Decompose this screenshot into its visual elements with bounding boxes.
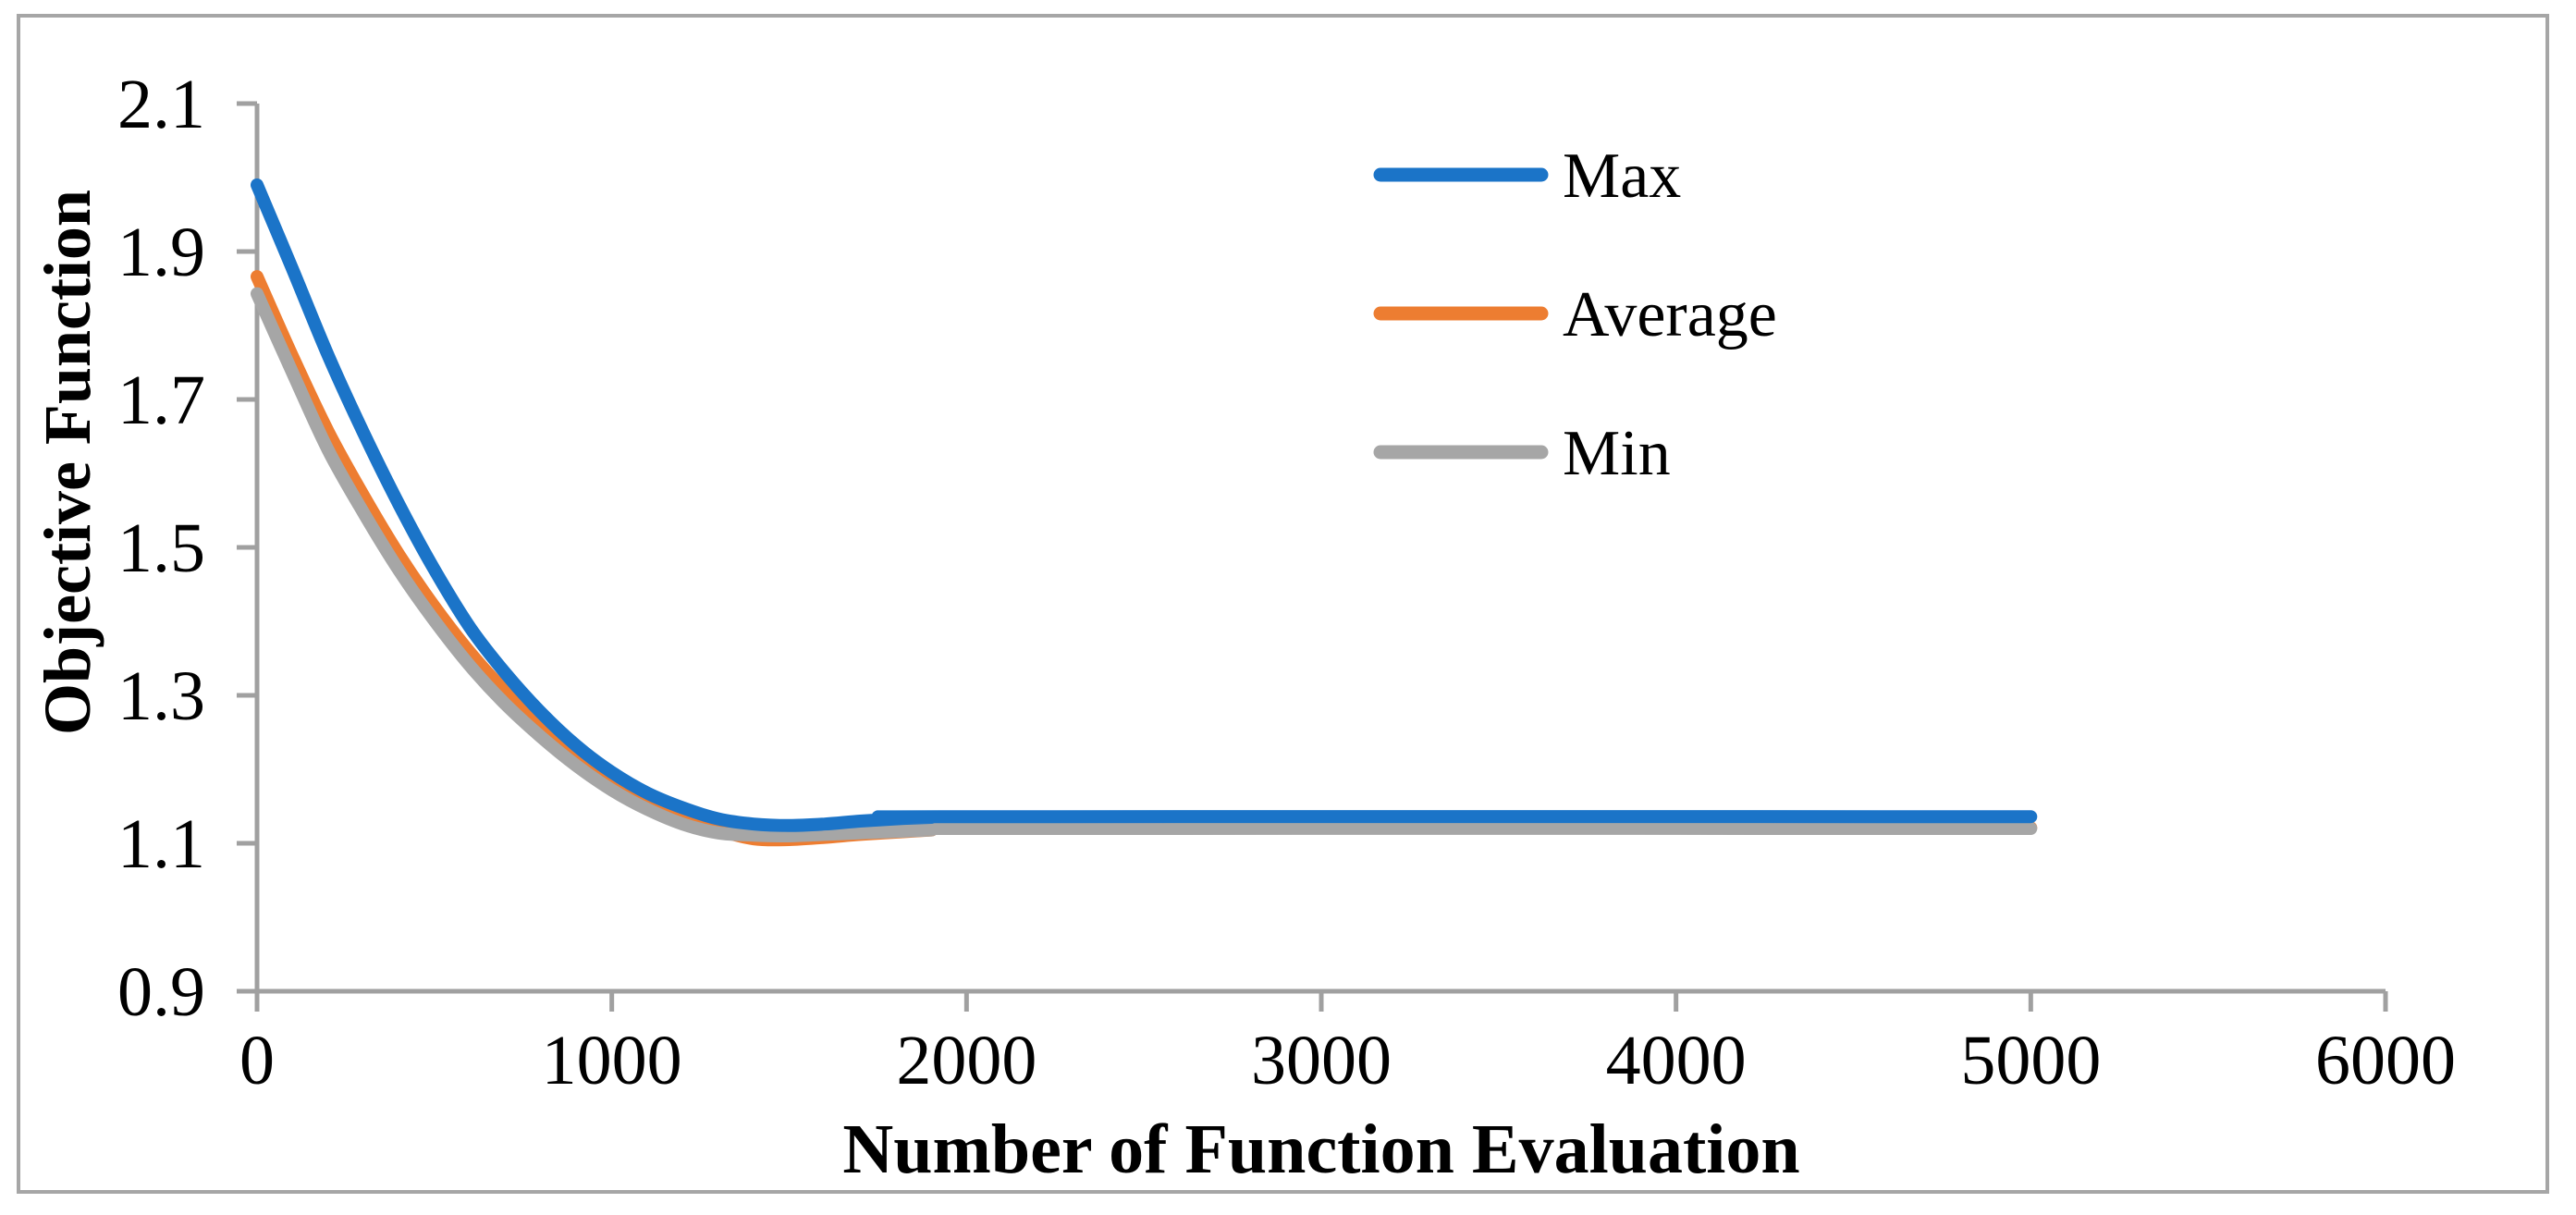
series-line-max: [251, 178, 2038, 832]
figure-border: [17, 14, 2549, 1194]
y-tick-label: 1.9: [117, 214, 205, 291]
series-line-min: [251, 287, 2038, 843]
x-tick-label: 5000: [1960, 1022, 2101, 1099]
x-tick-label: 2000: [896, 1022, 1037, 1099]
y-tick-label: 1.7: [117, 362, 205, 439]
x-axis-title: Number of Function Evaluation: [842, 1111, 1799, 1188]
x-tick-label: 6000: [2315, 1022, 2456, 1099]
legend: Max Average Min: [1373, 141, 1777, 489]
axes: [237, 101, 2388, 1012]
y-tick-label: 2.1: [117, 66, 205, 143]
legend-label-min: Min: [1563, 418, 1671, 489]
y-tick-label: 1.3: [117, 657, 205, 735]
x-tick-label: 3000: [1251, 1022, 1392, 1099]
y-axis-title: Objective Function: [31, 190, 104, 735]
legend-label-max: Max: [1563, 141, 1681, 212]
series-line-average: [251, 270, 2038, 847]
x-tick-label: 1000: [542, 1022, 682, 1099]
tick-labels: 0.9 1.1 1.3 1.5 1.7 1.9 2.1 0 1000 2000 3000 4000 50…: [117, 66, 2456, 1099]
y-tick-label: 1.5: [117, 509, 205, 587]
x-tick-label: 0: [239, 1022, 275, 1099]
y-tick-label: 0.9: [117, 953, 205, 1031]
series-lines: [251, 178, 2038, 847]
y-tick-label: 1.1: [117, 805, 205, 883]
x-tick-label: 4000: [1606, 1022, 1747, 1099]
legend-label-average: Average: [1563, 279, 1777, 350]
